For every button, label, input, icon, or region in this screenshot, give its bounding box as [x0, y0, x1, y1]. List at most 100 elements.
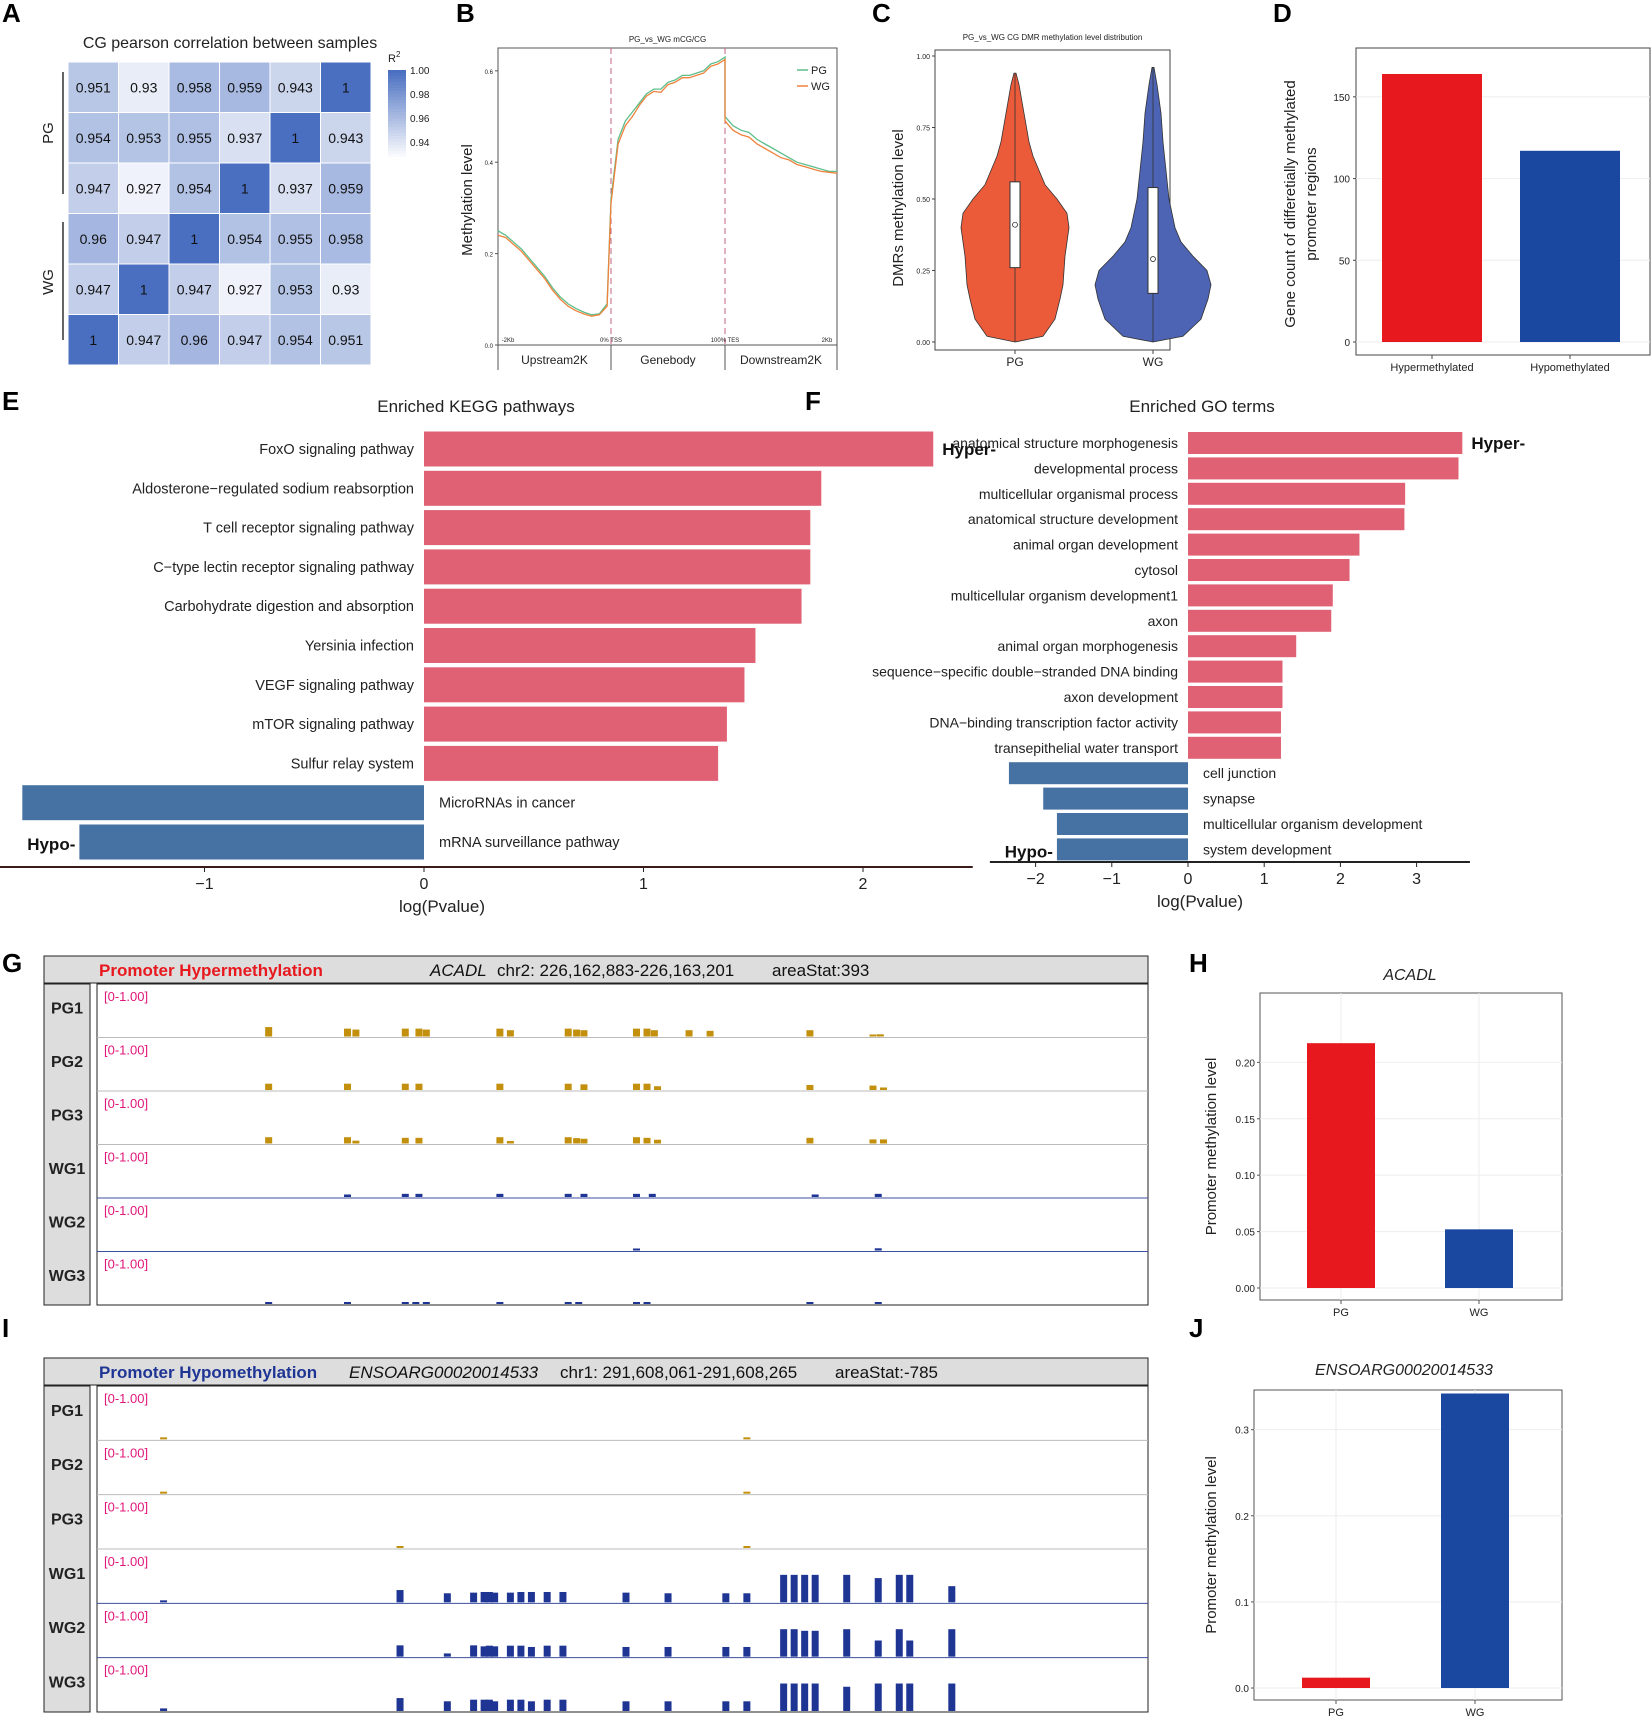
bar — [424, 588, 802, 624]
track-bar — [485, 1591, 493, 1603]
x-tick-label: WG — [1143, 355, 1164, 369]
heatmap-cell-label: 1 — [291, 130, 299, 146]
legend-swatch — [388, 142, 406, 146]
heatmap-cell-label: 0.93 — [332, 281, 359, 297]
track-bar — [343, 1302, 351, 1304]
track-bar — [470, 1699, 478, 1711]
y-tick-label: 50 — [1339, 256, 1351, 267]
track-bar — [622, 1592, 630, 1603]
heatmap-cell — [67, 213, 119, 265]
panel-e: Enriched KEGG pathways FoxO signaling pat… — [0, 397, 996, 916]
legend-swatch — [388, 139, 406, 143]
track-bar — [664, 1701, 672, 1711]
track-bar — [722, 1593, 730, 1603]
x-tick-label: PG — [1328, 1707, 1344, 1719]
x-tick-label: WG — [1466, 1707, 1485, 1719]
panel-i: Promoter Hypomethylation ENSOARG000200145… — [43, 1357, 1149, 1713]
track-bar — [401, 1302, 409, 1304]
track-bar — [396, 1698, 404, 1711]
track-bar — [422, 1029, 430, 1037]
y-axis-label: Promoter methylation level — [1203, 1456, 1220, 1634]
bar-category-label: multicellular organism development1 — [951, 587, 1178, 603]
track-bar — [654, 1139, 662, 1144]
hypo-label: Hypo- — [27, 835, 75, 854]
heatmap-cell-label: 1 — [241, 180, 249, 196]
track-bar — [265, 1137, 273, 1144]
track-bar — [496, 1302, 504, 1304]
x-tick-label: 3 — [1412, 871, 1421, 888]
track-name: PG2 — [51, 1457, 83, 1474]
heatmap-cell — [67, 61, 119, 113]
track-bar — [480, 1646, 488, 1657]
heatmap-cell-label: 0.954 — [177, 180, 212, 196]
heatmap-cell — [168, 61, 220, 113]
legend-swatch — [388, 115, 406, 119]
track-bar — [811, 1630, 819, 1657]
track-name: PG1 — [51, 1000, 83, 1017]
track-bar — [506, 1592, 514, 1603]
heatmap-cell — [219, 314, 271, 366]
y-tick-label: 0.4 — [485, 161, 494, 167]
chart-title: ACADL — [1382, 967, 1436, 984]
x-tick-label: −1 — [195, 876, 213, 893]
track-bar — [743, 1491, 751, 1494]
track-bar — [633, 1302, 641, 1304]
track-bar — [480, 1591, 488, 1603]
track-range: [0-1.00] — [104, 1257, 148, 1272]
heatmap-cell — [320, 61, 372, 113]
track-bar — [633, 1193, 641, 1197]
heatmap-cell-label: 0.927 — [227, 281, 262, 297]
bar — [1188, 736, 1281, 759]
track-bar — [685, 1030, 693, 1037]
track-bar — [575, 1302, 583, 1304]
bar-category-label: Sulfur relay system — [291, 756, 414, 772]
bar-hypermethylated — [1382, 73, 1482, 342]
legend-swatch — [388, 145, 406, 149]
x-tick-label: 1 — [639, 876, 648, 893]
bar-category-label: mTOR signaling pathway — [252, 717, 414, 733]
panel-c: PG_vs_WG CG DMR methylation level distri… — [890, 33, 1212, 369]
legend-swatch — [388, 154, 406, 158]
chart-title: ENSOARG00020014533 — [1315, 1362, 1493, 1379]
track-bar — [517, 1699, 525, 1711]
heatmap-cell-label: 0.947 — [126, 231, 161, 247]
track-bar — [843, 1574, 851, 1603]
track-bar — [879, 1087, 887, 1090]
x-tick-label: 2 — [859, 876, 868, 893]
heatmap-title: CG pearson correlation between samples — [83, 35, 377, 52]
track-bar — [780, 1574, 788, 1603]
track-bar — [401, 1028, 409, 1037]
bar-hypomethylated — [1520, 150, 1620, 342]
violin-box — [1147, 187, 1159, 294]
track-bar — [470, 1645, 478, 1657]
track-range: [0-1.00] — [104, 1203, 148, 1218]
track-bar — [401, 1137, 409, 1144]
track-stat: areaStat:393 — [772, 961, 869, 980]
bar-category-label: cytosol — [1134, 562, 1178, 578]
legend-swatch — [388, 88, 406, 92]
bar-wg — [1441, 1393, 1509, 1688]
track-bar — [527, 1701, 535, 1711]
heatmap-cell — [219, 112, 271, 164]
bar — [424, 431, 934, 467]
track-bar — [443, 1593, 451, 1603]
panel-letter-i: I — [2, 1313, 9, 1343]
legend-swatch — [388, 73, 406, 77]
legend-swatch — [388, 136, 406, 140]
bar — [1188, 482, 1406, 505]
y-tick-label: 1.00 — [916, 54, 930, 61]
track-range: [0-1.00] — [104, 989, 148, 1004]
track-bar — [895, 1574, 903, 1603]
y-tick-label: 0.2 — [1235, 1512, 1249, 1523]
track-bar — [559, 1591, 567, 1603]
panel-d: 0 50 100 150 Gene count of differetially met… — [1282, 47, 1651, 374]
bar-category-label: axon development — [1064, 689, 1179, 705]
y-tick-label: 0.10 — [1236, 1171, 1256, 1182]
legend-swatch — [388, 76, 406, 80]
heatmap-cell-label: 1 — [140, 281, 148, 297]
bar — [1056, 838, 1188, 861]
track-bar — [485, 1699, 493, 1711]
track-bar — [622, 1646, 630, 1657]
heatmap-cell-label: 0.947 — [76, 180, 111, 196]
track-bar — [573, 1029, 581, 1037]
